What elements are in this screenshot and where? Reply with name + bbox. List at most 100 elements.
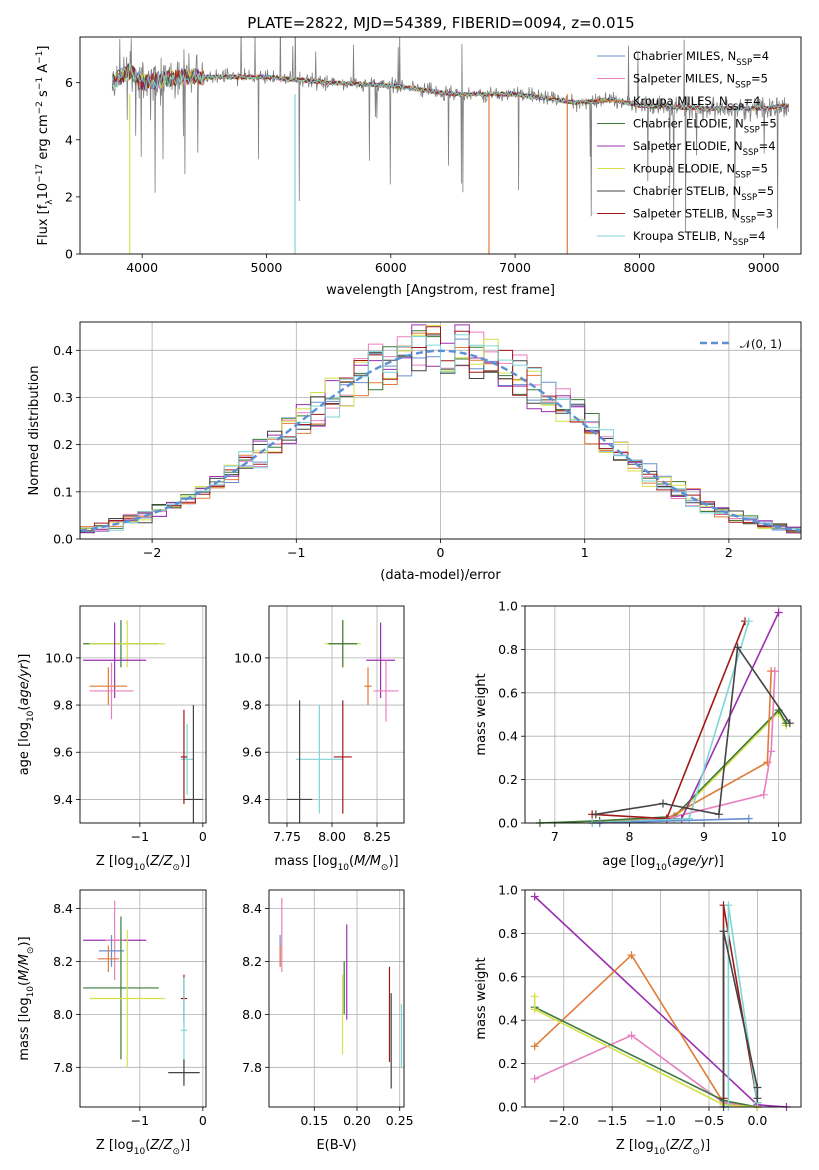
weight-marker-salpeter-elodie bbox=[530, 892, 539, 901]
axes-frame bbox=[524, 605, 802, 824]
weight-marker-chabrier-miles bbox=[744, 814, 753, 823]
y-tick-label: 8.0 bbox=[53, 1007, 73, 1022]
y-tick-label: 9.6 bbox=[242, 745, 262, 760]
metallicity-weight-chart: −2.0 −1.5 −1.0 −0.5 0.0 0.0 0.2 0.4 0.6 0.8 1.0 Z [… bbox=[474, 883, 802, 1157]
y-axis-label: Flux [fλ10−17 erg cm−2 s−1 A−1] bbox=[35, 46, 55, 246]
y-tick-label: 10.0 bbox=[234, 650, 262, 665]
y-axis-label: age [log10(age/yr)] bbox=[17, 654, 36, 776]
legend-label-main: Chabrier ELODIE, N bbox=[633, 117, 744, 131]
histogram-salpeter-stelib bbox=[80, 326, 801, 532]
weight-marker-kroupa-elodie bbox=[530, 992, 539, 1001]
weight-marker-chabrier-stelib bbox=[753, 1094, 762, 1103]
y-tick-label: 1.0 bbox=[498, 883, 518, 898]
legend-label-main: Kroupa ELODIE, N bbox=[633, 162, 735, 176]
label-part: erg cm bbox=[36, 114, 51, 163]
x-tick-label: 8 bbox=[625, 829, 633, 844]
y-tick-label: 0.3 bbox=[53, 390, 73, 405]
label-part: 10 bbox=[134, 863, 146, 873]
axes-frame bbox=[79, 889, 207, 1108]
weight-line-kroupa-elodie bbox=[533, 996, 758, 1107]
y-tick-label: 10.0 bbox=[45, 650, 73, 665]
label-part: 10 bbox=[26, 986, 36, 998]
metallicity-age-chart: −1 09.49.69.810.0Z [log10(Z/Z⊙)]age [log1… bbox=[17, 605, 207, 873]
label-part: age/yr bbox=[17, 662, 32, 705]
weight-marker-kroupa-elodie bbox=[530, 1005, 539, 1014]
legend-label-tail: =4 bbox=[748, 229, 765, 243]
y-tick-label: 9.4 bbox=[242, 792, 262, 807]
weight-marker-salpeter-miles bbox=[759, 790, 768, 799]
label-part: 10 bbox=[36, 183, 51, 200]
y-tick-label: 2 bbox=[65, 189, 73, 204]
x-tick-label: −1.0 bbox=[645, 1113, 675, 1128]
label-part: ( bbox=[145, 1138, 150, 1153]
legend-label-chabrier-stelib: Chabrier STELIB, NSSP=5 bbox=[633, 184, 774, 203]
y-tick-label: 8.4 bbox=[242, 901, 262, 916]
x-tick-label: 4000 bbox=[126, 260, 158, 275]
x-tick-label: 0 bbox=[437, 545, 445, 560]
x-axis-label: E(B-V) bbox=[316, 1138, 356, 1153]
x-tick-label: 0.20 bbox=[343, 1113, 371, 1128]
weight-line-chabrier-miles bbox=[599, 817, 749, 823]
y-tick-label: 0.8 bbox=[498, 926, 518, 941]
legend-label-main: Chabrier MILES, N bbox=[633, 49, 736, 63]
label-part: 10 bbox=[134, 1147, 146, 1157]
label-part: ] bbox=[36, 46, 51, 51]
legend-label-main: Salpeter MILES, N bbox=[633, 72, 735, 86]
x-tick-label: −1 bbox=[287, 545, 305, 560]
x-axis-label: wavelength [Angstrom, rest frame] bbox=[326, 283, 555, 298]
x-tick-label: −1 bbox=[131, 1113, 149, 1128]
legend-label-sub: SSP bbox=[743, 148, 759, 158]
legend-label-salpeter-elodie: Salpeter ELODIE, NSSP=4 bbox=[633, 139, 776, 158]
x-tick-label: 0 bbox=[199, 829, 207, 844]
label-part: −17 bbox=[35, 164, 45, 183]
legend-label-chabrier-miles: Chabrier MILES, NSSP=4 bbox=[633, 49, 769, 68]
label-part: λ bbox=[45, 199, 55, 205]
legend-label-salpeter-miles: Salpeter MILES, NSSP=5 bbox=[633, 72, 768, 91]
weight-line-salpeter-miles bbox=[599, 671, 776, 823]
label-part: Z/Z bbox=[669, 1138, 693, 1153]
y-tick-label: 8.4 bbox=[53, 901, 73, 916]
label-part: −1 bbox=[35, 51, 45, 64]
x-axis-label: mass [log10(M/M⊙)] bbox=[274, 854, 398, 873]
label-part: E(B-V) bbox=[316, 1138, 356, 1153]
y-tick-label: 8.0 bbox=[242, 1007, 262, 1022]
weight-marker-chabrier-stelib bbox=[733, 643, 742, 652]
label-part: 10 bbox=[338, 863, 350, 873]
legend-label-sub: SSP bbox=[736, 58, 752, 68]
y-tick-label: 0.1 bbox=[53, 484, 73, 499]
y-tick-label: 0.2 bbox=[498, 1056, 518, 1071]
weight-marker-kroupa-miles bbox=[530, 1042, 539, 1051]
y-axis-label: mass weight bbox=[474, 673, 489, 755]
weight-marker-chabrier-stelib bbox=[785, 719, 794, 728]
label-part: Z [log bbox=[616, 1138, 654, 1153]
legend-label-tail: =4 bbox=[752, 49, 769, 63]
label-part: 10 bbox=[654, 1147, 666, 1157]
x-tick-label: 0 bbox=[199, 1113, 207, 1128]
legend-label-main: Salpeter STELIB, N bbox=[633, 207, 740, 221]
weight-marker-salpeter-miles bbox=[530, 1074, 539, 1083]
y-tick-label: 0.6 bbox=[498, 685, 518, 700]
y-tick-label: 0.4 bbox=[498, 1013, 518, 1028]
legend-label-chabrier-elodie: Chabrier ELODIE, NSSP=5 bbox=[633, 117, 777, 136]
label-part: 10 bbox=[655, 863, 667, 873]
label-part: ( bbox=[349, 854, 354, 869]
y-axis-label: mass [log10(M/M⊙)] bbox=[17, 936, 36, 1060]
x-tick-label: 0.25 bbox=[386, 1113, 414, 1128]
x-axis-label: (data-model)/error bbox=[380, 568, 501, 583]
label-part: −1 bbox=[35, 77, 45, 90]
label-part: mass [log bbox=[274, 854, 337, 869]
legend-label-salpeter-stelib: Salpeter STELIB, NSSP=3 bbox=[633, 207, 773, 226]
y-tick-label: 9.4 bbox=[53, 792, 73, 807]
legend-label-tail: =5 bbox=[751, 162, 768, 176]
legend-label-sub: SSP bbox=[728, 103, 744, 113]
y-tick-label: 7.8 bbox=[53, 1060, 73, 1075]
weight-marker-chabrier-stelib bbox=[659, 799, 667, 808]
x-axis-label: Z [log10(Z/Z⊙)] bbox=[96, 854, 190, 873]
label-part: ⊙ bbox=[172, 863, 180, 873]
label-part: age [log bbox=[17, 722, 32, 775]
legend-label-main: Chabrier STELIB, N bbox=[633, 184, 741, 198]
label-part: ⊙ bbox=[26, 947, 36, 955]
label-part: )] bbox=[17, 936, 32, 946]
x-tick-label: −2.0 bbox=[549, 1113, 579, 1128]
legend-label-main: Salpeter ELODIE, N bbox=[633, 139, 743, 153]
